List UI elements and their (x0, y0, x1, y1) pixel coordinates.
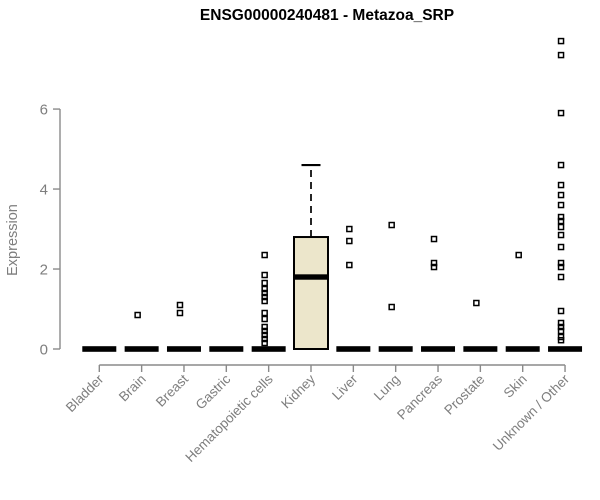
y-tick-label: 6 (40, 102, 48, 119)
outlier-point (261, 285, 268, 293)
x-category-label: Lung (371, 372, 403, 404)
collapsed-box-bar (463, 346, 498, 352)
outlier-point (557, 223, 565, 231)
y-tick-label: 0 (40, 342, 48, 359)
y-tick-label: 2 (40, 262, 48, 279)
outlier-point (261, 297, 268, 305)
outlier-point (261, 293, 268, 301)
outlier-point (261, 327, 268, 335)
collapsed-box-bar (548, 346, 583, 352)
outlier-point (557, 191, 565, 199)
collapsed-box-bar (421, 346, 456, 352)
outlier-point (515, 251, 522, 259)
outlier-point (430, 259, 438, 267)
outlier-point (557, 319, 565, 327)
outlier-point (557, 243, 565, 251)
outlier-point (346, 261, 353, 269)
outlier-point (261, 323, 268, 331)
collapsed-box-bar (124, 346, 159, 352)
outlier-point (261, 309, 268, 317)
outlier-point (176, 301, 184, 309)
outlier-point (388, 221, 395, 229)
outlier-point (557, 181, 565, 189)
x-category-label: Brain (116, 372, 149, 405)
outlier-point (557, 231, 565, 239)
outlier-point (176, 309, 184, 317)
x-category-label: Kidney (278, 371, 318, 411)
collapsed-box-bar (378, 346, 413, 352)
outlier-point (557, 307, 565, 315)
outlier-point (557, 217, 565, 225)
outlier-point (430, 235, 438, 243)
median-line (294, 274, 328, 280)
outlier-point (557, 161, 565, 169)
x-category-label: Unknown / Other (490, 371, 573, 454)
collapsed-box-bar (166, 346, 201, 352)
outlier-point (261, 339, 268, 347)
outlier-point (261, 271, 268, 279)
outlier-point (261, 289, 268, 297)
outlier-point (473, 299, 480, 307)
outlier-point (557, 259, 565, 267)
outlier-point (261, 331, 268, 339)
x-category-label: Gastric (193, 371, 234, 412)
outlier-point (557, 273, 565, 281)
outlier-point (557, 336, 565, 344)
outlier-point (388, 303, 395, 311)
outlier-point (261, 335, 268, 343)
outlier-point (261, 279, 268, 287)
y-tick-label: 4 (40, 182, 48, 199)
boxplot-box (293, 236, 329, 350)
x-category-label: Prostate (441, 372, 487, 418)
collapsed-box-bar (505, 346, 540, 352)
x-category-label: Breast (153, 371, 191, 409)
collapsed-box-bar (336, 346, 371, 352)
outlier-point (557, 51, 565, 59)
outlier-point (557, 213, 565, 221)
x-category-label: Liver (329, 371, 361, 403)
outlier-point (557, 263, 565, 271)
outlier-point (346, 225, 353, 233)
outlier-point (261, 251, 268, 259)
outlier-point (557, 37, 565, 45)
collapsed-box-bar (82, 346, 117, 352)
chart-title: ENSG00000240481 - Metazoa_SRP (199, 7, 455, 24)
x-category-label: Bladder (63, 371, 107, 415)
collapsed-box-bar (209, 346, 244, 352)
outlier-point (557, 109, 565, 117)
outlier-point (261, 315, 268, 323)
outlier-point (430, 263, 438, 271)
outlier-point (134, 311, 141, 319)
collapsed-box-bar (251, 346, 286, 352)
outlier-point (346, 237, 353, 245)
x-category-label: Skin (501, 372, 530, 401)
outlier-point (557, 327, 565, 335)
x-category-label: Pancreas (394, 371, 445, 422)
outlier-point (557, 323, 565, 331)
outlier-point (557, 201, 565, 209)
